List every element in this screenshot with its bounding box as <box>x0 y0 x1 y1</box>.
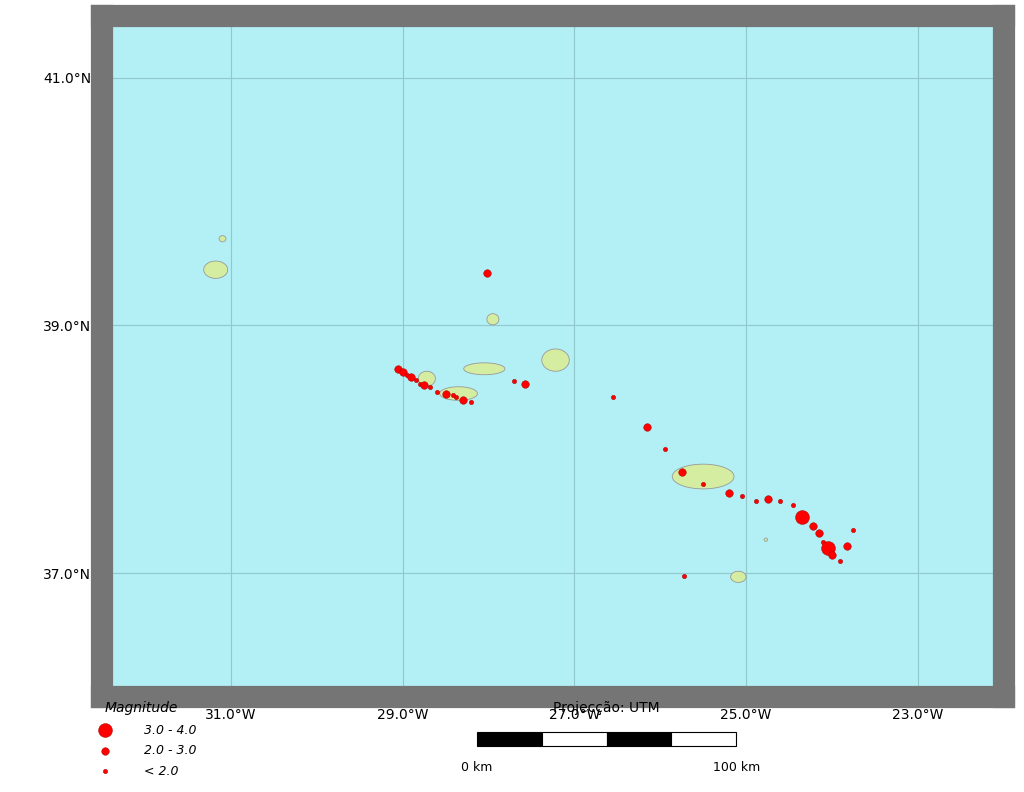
Point <box>772 495 788 508</box>
Text: 2.0 - 3.0: 2.0 - 3.0 <box>144 744 197 757</box>
Polygon shape <box>542 349 569 371</box>
Text: Projecção: UTM: Projecção: UTM <box>553 702 660 715</box>
Bar <box>477 732 542 746</box>
Point <box>760 493 776 505</box>
Point <box>96 724 114 737</box>
Point <box>416 379 432 391</box>
Polygon shape <box>673 464 734 489</box>
Point <box>811 527 827 540</box>
Point <box>478 267 495 280</box>
Point <box>408 374 424 386</box>
Point <box>819 542 836 554</box>
Bar <box>542 732 606 746</box>
Point <box>437 387 454 400</box>
Text: < 2.0: < 2.0 <box>144 764 179 778</box>
Point <box>749 495 765 508</box>
Point <box>96 744 114 757</box>
Point <box>656 443 673 455</box>
Point <box>429 386 445 398</box>
Bar <box>606 732 672 746</box>
Point <box>845 524 861 536</box>
Point <box>605 391 622 404</box>
Polygon shape <box>204 261 227 278</box>
Point <box>412 377 428 390</box>
Point <box>785 499 802 512</box>
Point <box>794 511 810 524</box>
Point <box>833 554 849 567</box>
Point <box>390 363 407 375</box>
Point <box>422 381 438 394</box>
Point <box>399 368 416 381</box>
Polygon shape <box>486 314 499 325</box>
Bar <box>672 732 736 746</box>
Point <box>506 375 522 387</box>
Polygon shape <box>764 538 768 541</box>
Point <box>721 486 737 499</box>
Point <box>444 388 461 401</box>
Point <box>695 478 712 490</box>
Polygon shape <box>219 236 226 242</box>
Point <box>447 391 464 404</box>
Polygon shape <box>439 386 477 401</box>
Point <box>516 377 532 390</box>
Point <box>455 394 471 406</box>
Text: Magnitude: Magnitude <box>105 702 178 715</box>
Point <box>839 539 855 552</box>
Point <box>403 371 420 384</box>
Polygon shape <box>730 571 746 582</box>
Text: 3.0 - 4.0: 3.0 - 4.0 <box>144 724 197 737</box>
Polygon shape <box>418 371 435 386</box>
Point <box>733 490 750 503</box>
Text: 0 km: 0 km <box>462 761 493 775</box>
Point <box>676 569 692 582</box>
Point <box>639 421 655 433</box>
Point <box>394 366 411 379</box>
Point <box>823 548 840 561</box>
Point <box>463 396 479 409</box>
Text: 100 km: 100 km <box>713 761 760 775</box>
Polygon shape <box>464 363 505 375</box>
Point <box>96 765 114 778</box>
Point <box>805 520 821 532</box>
Point <box>674 465 690 478</box>
Point <box>815 536 831 549</box>
